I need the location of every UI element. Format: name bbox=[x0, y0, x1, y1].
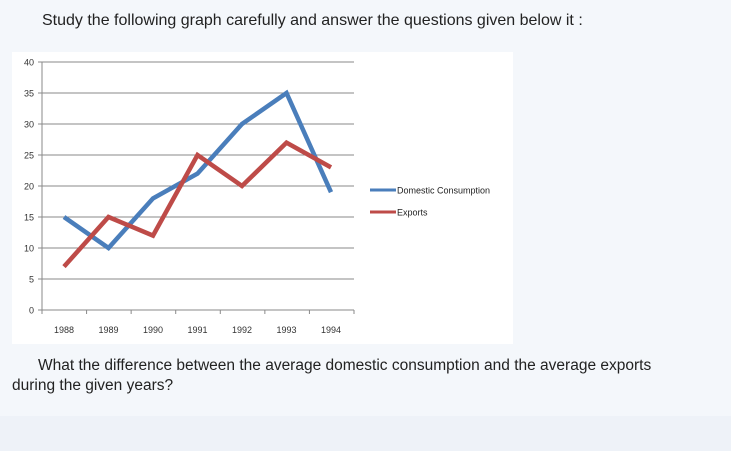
y-tick-label: 5 bbox=[29, 275, 34, 285]
question-text: What the difference between the average … bbox=[12, 356, 712, 396]
y-tick-label: 35 bbox=[24, 89, 34, 99]
y-tick-label: 10 bbox=[24, 244, 34, 254]
series-line-domestic-consumption bbox=[62, 89, 334, 251]
question-line-2: during the given years? bbox=[12, 377, 174, 394]
legend-label: Domestic Consumption bbox=[397, 186, 490, 196]
bottom-strip bbox=[0, 416, 731, 451]
question-line-1: What the difference between the average … bbox=[38, 357, 652, 374]
y-tick-label: 15 bbox=[24, 213, 34, 223]
line-chart: 0 5 10 15 20 25 30 35 40 1988 1989 1990 1991 1992 1993… bbox=[24, 58, 490, 336]
y-tick-label: 25 bbox=[24, 151, 34, 161]
x-tick-label: 1988 bbox=[54, 325, 74, 335]
chart-panel: 0 5 10 15 20 25 30 35 40 1988 1989 1990 1991 1992 1993… bbox=[12, 52, 513, 344]
y-tick-label: 30 bbox=[24, 120, 34, 130]
legend-label: Exports bbox=[397, 208, 428, 218]
x-tick-label: 1989 bbox=[98, 325, 118, 335]
y-tick-label: 40 bbox=[24, 58, 34, 68]
y-tick-label: 20 bbox=[24, 182, 34, 192]
series-line-exports bbox=[62, 139, 333, 269]
x-tick-label: 1990 bbox=[143, 325, 163, 335]
instruction-heading: Study the following graph carefully and … bbox=[42, 12, 583, 29]
x-tick-label: 1991 bbox=[187, 325, 207, 335]
x-tick-label: 1993 bbox=[276, 325, 296, 335]
y-tick-label: 0 bbox=[29, 306, 34, 316]
x-tick-label: 1994 bbox=[321, 325, 341, 335]
x-tick-label: 1992 bbox=[232, 325, 252, 335]
